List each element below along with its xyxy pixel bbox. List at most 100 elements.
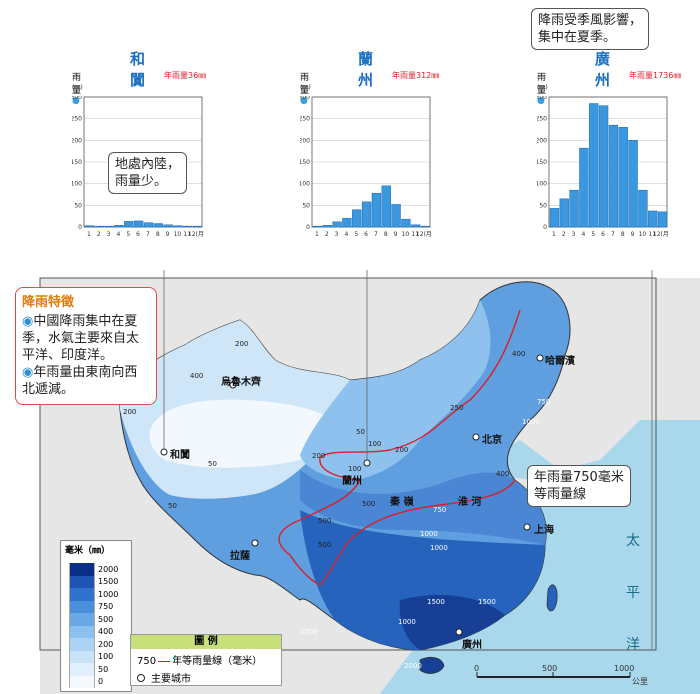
y-tick: 50 [302, 202, 310, 209]
chart-ylabel: 雨量 ● [537, 73, 547, 106]
region-400-750 [300, 300, 491, 480]
legend-class: 50 [69, 663, 118, 676]
isohyet-label: 750 [537, 398, 551, 406]
chart-city-title: 蘭州 [358, 50, 374, 89]
chart-annual: 年雨量36㎜ [164, 71, 207, 80]
bar [401, 218, 411, 228]
chart-annual: 年雨量312㎜ [392, 71, 440, 80]
city-dot-wulumuqi [229, 381, 237, 389]
y-tick: 300 [537, 96, 547, 101]
chart-city-title: 和闐 [130, 50, 146, 89]
bar [352, 209, 362, 228]
x-tick: 10 [639, 231, 647, 238]
y-tick: 0 [78, 224, 82, 231]
x-tick: 11 [411, 231, 419, 238]
map-frame [39, 277, 657, 651]
isohyet-label: 750 [433, 506, 447, 514]
y-tick: 50 [539, 202, 547, 209]
x-tick: 4 [117, 231, 121, 238]
isohyet-label: 50 [168, 502, 177, 510]
bar [84, 225, 95, 228]
city-dot-hetian [160, 448, 168, 456]
x-tick: 1 [315, 231, 319, 238]
bar [163, 224, 173, 228]
bar [124, 221, 134, 228]
bar [114, 225, 124, 228]
city-dot-haerbin [536, 354, 544, 362]
hainan [419, 656, 445, 674]
city-dot-guangzhou [455, 628, 463, 636]
x-tick: 10 [402, 231, 410, 238]
y-tick: 50 [74, 202, 82, 209]
y-tick: 200 [72, 137, 82, 144]
x-tick: 11 [183, 231, 191, 238]
isohyet-label: 1500 [478, 598, 496, 606]
legend-class: 500 [69, 613, 118, 626]
x-tick: 4 [582, 231, 586, 238]
legend-class: 2000 [69, 563, 118, 576]
isohyet-label: 1500 [300, 628, 318, 636]
x-tick: 6 [601, 231, 605, 238]
chart-annual: 年雨量1736㎜ [629, 71, 682, 80]
pacific-char: 太 [626, 533, 640, 549]
x-tick: 7 [611, 231, 615, 238]
bar [648, 210, 658, 228]
y-tick: 150 [72, 159, 82, 166]
chart-city-title: 廣州 [595, 50, 611, 89]
legend-unit: 毫米（㎜） [65, 546, 111, 556]
bar [411, 224, 421, 228]
x-tick: 10 [174, 231, 182, 238]
x-tick: 1 [552, 231, 556, 238]
legend-class: 750 [69, 600, 118, 613]
taiwan [546, 584, 558, 612]
callout-750-line: 年雨量750毫米 等雨量線 [527, 465, 631, 507]
isohyet-label: 500 [318, 517, 332, 525]
legend-city-row: 主要城市 [131, 670, 281, 685]
x-tick: 1 [87, 231, 91, 238]
isohyet-label: 2000 [404, 662, 422, 670]
isohyet-label: 1000 [522, 418, 540, 426]
scale-1000: 1000 [614, 664, 635, 673]
bar [608, 124, 619, 228]
bar [332, 221, 342, 228]
chart-yunit: (㎜) [537, 84, 548, 91]
legend-class: 400 [69, 625, 118, 638]
x-tick: 5 [354, 231, 358, 238]
bar [312, 225, 323, 228]
y-tick: 100 [300, 181, 310, 188]
x-tick: 5 [126, 231, 130, 238]
y-tick: 250 [72, 116, 82, 123]
bar [322, 225, 332, 228]
label-lasa: 拉薩 [230, 551, 250, 562]
label-guangzhou: 廣州 [462, 640, 482, 651]
x-tick: 12(月) [416, 231, 432, 238]
pacific-char: 洋 [626, 637, 640, 653]
y-tick: 100 [72, 181, 82, 188]
legend-line-row: 750 年等雨量線（毫米） [137, 656, 263, 667]
isohyet-label: 100 [368, 440, 382, 448]
chart-yunit: (㎜) [72, 84, 83, 91]
region-0-50b [149, 399, 345, 468]
legend-class: 0 [69, 675, 118, 688]
label-huaihe: 淮 河 [458, 497, 482, 508]
label-haerbin: 哈爾濱 [545, 356, 575, 367]
y-tick: 300 [72, 96, 82, 101]
label-shanghai: 上海 [534, 525, 554, 536]
label-beijing: 北京 [482, 435, 502, 446]
x-tick: 6 [136, 231, 140, 238]
bar [133, 220, 144, 228]
bar [342, 218, 352, 228]
legend-classes: 毫米（㎜） 2000 1500 1000 750 500 400 200 100 50 0 [60, 540, 132, 692]
legend-title: 圖 例 [131, 635, 281, 649]
panel-item-2: ◉年雨量由東南向西北遞減。 [22, 365, 138, 397]
y-tick: 150 [537, 159, 547, 166]
callout-hetian: 地處內陸， 雨量少。 [108, 152, 188, 194]
bar [579, 147, 589, 228]
y-tick: 150 [300, 159, 310, 166]
city-dot-shanghai [523, 523, 531, 531]
x-tick: 4 [345, 231, 349, 238]
y-tick: 0 [306, 224, 310, 231]
isohyet-label: 500 [362, 500, 376, 508]
label-wulumuqi: 烏魯木齊 [221, 377, 261, 388]
y-tick: 250 [300, 116, 310, 123]
